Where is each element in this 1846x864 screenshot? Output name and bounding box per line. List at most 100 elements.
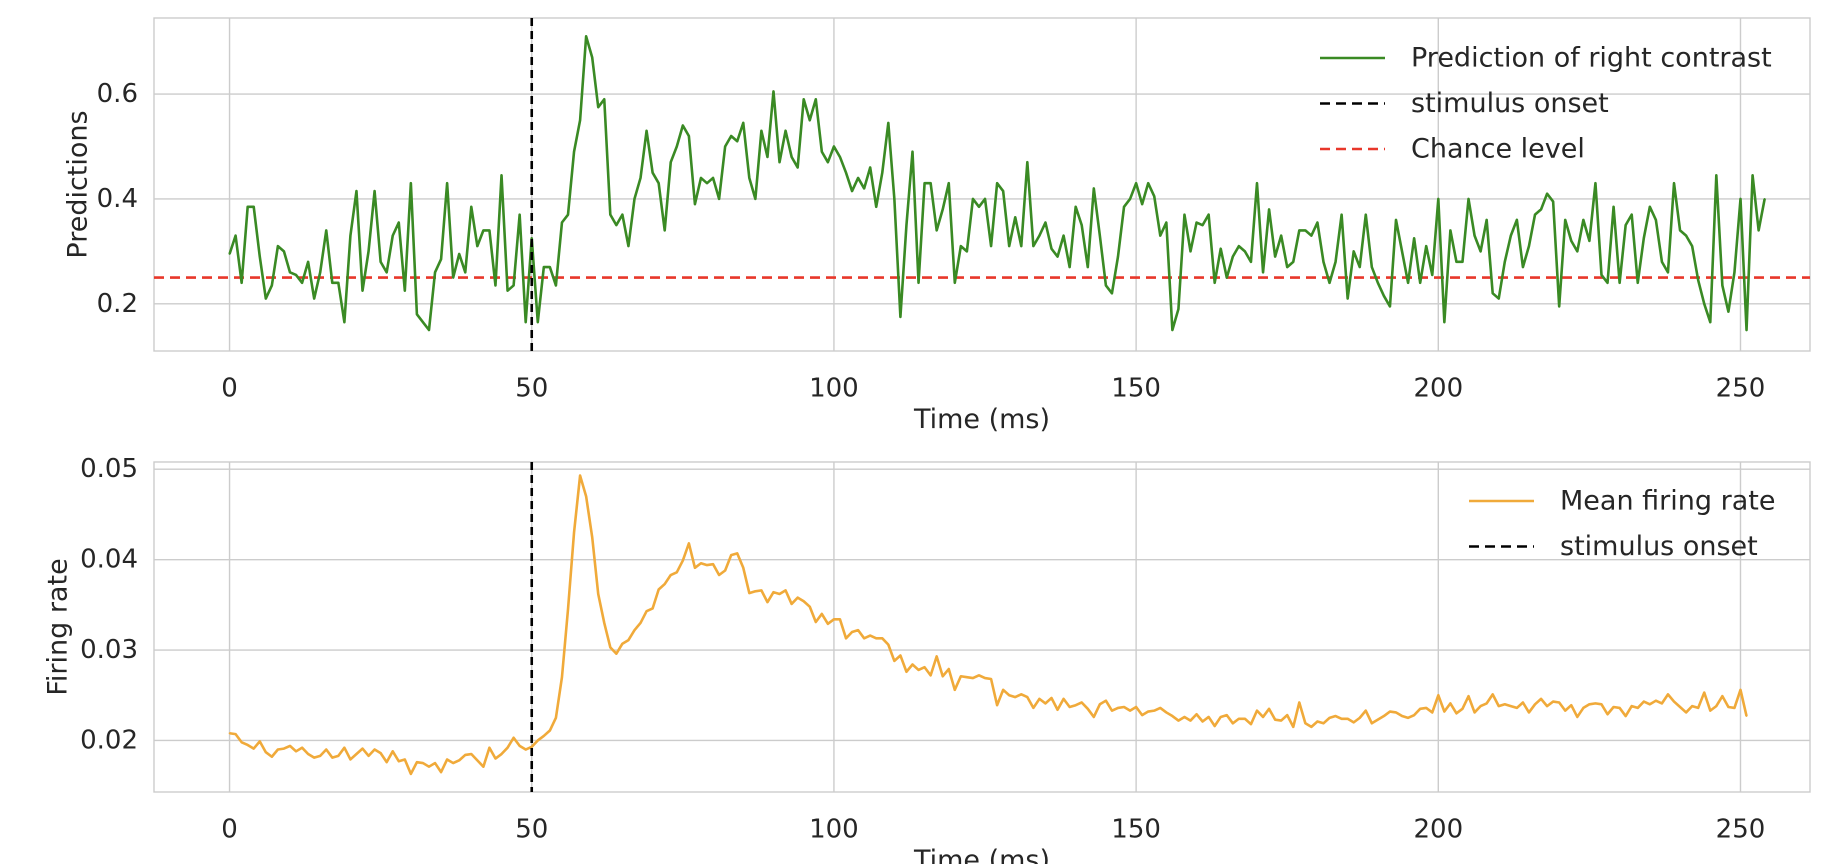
data-point [1540,208,1542,211]
data-point [355,753,358,755]
data-point [984,198,986,200]
data-point [1564,709,1567,712]
data-point [391,750,394,753]
data-point [881,637,884,640]
data-point [1509,705,1512,708]
legend-label-prediction: Prediction of right contrast [1411,43,1772,74]
data-point [325,229,328,232]
x-tick-label: 200 [1413,814,1463,844]
data-point [1340,213,1343,216]
data-point [615,224,618,227]
data-point [1086,707,1089,710]
data-point [555,716,557,719]
data-point [736,552,739,555]
data-point [567,608,569,611]
data-point [923,666,926,669]
data-point [700,562,702,565]
bottom-y-axis-label: Firing rate [43,558,74,695]
data-point [1582,707,1585,709]
data-point [385,761,388,764]
y-tick-label: 0.04 [80,545,138,575]
data-point [1346,297,1349,300]
data-point [1256,182,1258,185]
data-point [301,746,303,749]
data-point [1244,250,1246,253]
data-point [760,589,763,592]
data-point [530,745,533,748]
data-point [990,678,992,680]
legend-label-chance: Chance level [1411,134,1585,165]
data-point [1183,213,1186,216]
data-point [978,205,980,208]
data-point [567,213,569,216]
data-point [1370,722,1373,725]
data-point [1594,182,1597,185]
data-point [923,182,926,185]
data-point [379,260,382,263]
data-point [1703,691,1706,694]
data-point [657,182,660,185]
data-point [917,669,920,671]
data-point [542,266,545,268]
data-point [1709,709,1712,712]
top-subplot: 0 50 100 150 200 250 0.2 0.4 0.6 Time (ms) Pred… [63,17,1811,435]
data-point [1594,702,1597,705]
legend-label-onset-top: stimulus onset [1411,88,1609,119]
data-point [246,744,249,746]
data-point [506,746,509,749]
data-point [669,161,672,164]
data-point [1564,219,1567,221]
data-point [1479,250,1482,253]
data-point [669,574,672,576]
data-point [506,289,509,292]
data-point [1111,709,1113,712]
data-point [361,289,364,292]
data-point [1286,266,1289,268]
data-point [1171,329,1174,331]
data-point [1661,702,1663,705]
data-point [1419,281,1422,284]
data-point [1310,726,1313,728]
data-point [851,190,853,192]
data-point [258,740,261,743]
data-point [234,733,237,736]
data-point [1395,711,1397,714]
data-point [706,564,708,566]
data-point [905,224,908,227]
data-point [1679,229,1681,232]
data-point [1528,711,1530,714]
data-point [1691,245,1694,248]
data-point [1177,308,1180,310]
data-point [403,758,406,761]
data-point [826,622,829,625]
data-point [428,765,430,768]
y-tick-label: 0.6 [97,79,138,109]
data-point [1358,716,1361,719]
data-point [1153,195,1156,198]
data-point [935,655,938,658]
data-point [289,271,291,274]
data-point [1268,208,1270,211]
data-point [1461,707,1464,710]
data-point [633,629,636,632]
data-point [633,198,636,200]
data-point [1503,703,1506,706]
legend-label-onset-bottom: stimulus onset [1560,531,1758,562]
data-point [1642,700,1645,703]
data-point [295,274,297,276]
bottom-subplot: 0 50 100 150 200 250 0.02 0.03 0.04 0.05 Time (m… [43,454,1811,864]
bottom-grid [154,462,1810,792]
data-point [621,213,624,216]
data-point [1117,255,1119,258]
data-point [742,566,745,569]
data-point [1383,715,1385,717]
data-point [1304,229,1307,232]
data-point [331,756,334,759]
data-point [252,747,255,750]
data-point [1165,221,1168,224]
data-point [857,629,859,632]
data-point [476,245,479,248]
data-point [1376,281,1379,284]
data-point [482,229,485,232]
